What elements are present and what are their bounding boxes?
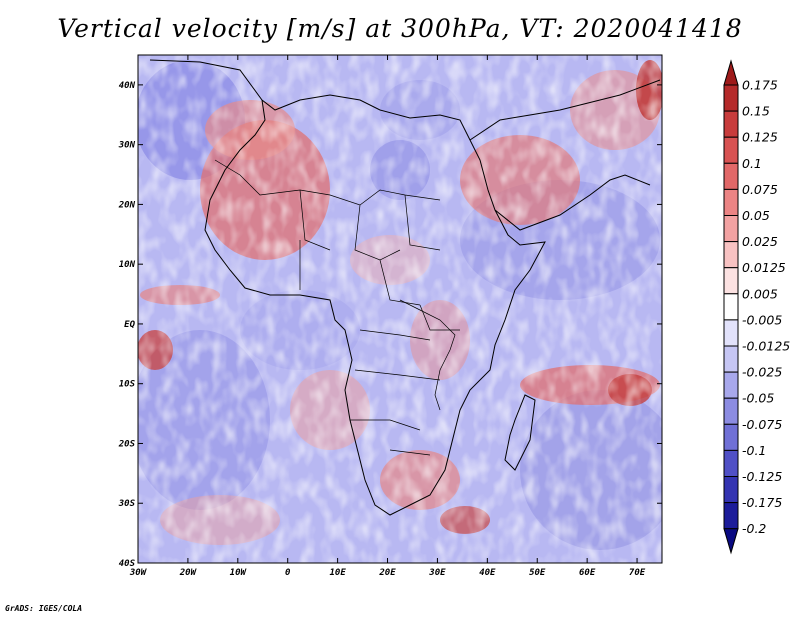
lon-tick-label: 60E — [579, 568, 596, 578]
colorbar-segment — [723, 241, 739, 269]
lon-tick-label: 0 — [285, 568, 291, 578]
colorbar-segment — [723, 319, 739, 347]
lon-tick-label: 20E — [378, 568, 396, 578]
longitude-ticks: 30W 20W 10W 0 10E 20E 30E 40E 50E 60E 70E — [129, 55, 646, 578]
madagascar-coastline — [504, 394, 536, 471]
lat-tick-label: 20S — [118, 439, 136, 449]
colorbar-segment — [723, 162, 739, 190]
colorbar-segment — [723, 371, 739, 399]
lon-tick-label: 70E — [629, 568, 646, 578]
colorbar-segment — [723, 293, 739, 321]
africa-coastline — [149, 59, 546, 516]
colorbar-label: 0.175 — [742, 78, 778, 93]
colorbar-label: -0.125 — [742, 469, 782, 484]
colorbar-bottom-arrow — [723, 528, 739, 555]
lat-tick-label: 10S — [119, 380, 136, 390]
colorbar-segment — [723, 449, 739, 477]
map-frame — [137, 54, 663, 564]
colorbar-segment — [723, 267, 739, 295]
colorbar-label: 0.15 — [742, 104, 770, 119]
coastlines — [149, 59, 661, 516]
lon-tick-label: 40E — [479, 568, 496, 578]
colorbar-label: 0.1 — [742, 156, 762, 171]
lat-tick-label: 10N — [119, 260, 136, 270]
lon-tick-label: 10E — [329, 568, 346, 578]
colorbar-label: -0.025 — [742, 365, 782, 380]
colorbar-label: -0.075 — [742, 417, 782, 432]
colorbar-label: 0.05 — [742, 208, 770, 223]
colorbar-segment — [723, 110, 739, 138]
lon-tick-label: 20W — [179, 568, 198, 578]
lat-tick-label: 30S — [118, 499, 136, 509]
colorbar-label: -0.175 — [742, 495, 782, 510]
asia-coastline — [469, 79, 661, 141]
colorbar-segment — [723, 502, 739, 530]
colorbar-segment — [723, 188, 739, 216]
grads-credit: GrADS: IGES/COLA — [5, 604, 83, 613]
colorbar-segment — [723, 215, 739, 243]
colorbar: 0.175 0.15 0.125 0.1 0.075 0.05 0.025 0.0125 0.0… — [723, 59, 790, 555]
lat-tick-label: 30N — [118, 141, 136, 151]
lon-tick-label: 10W — [230, 568, 248, 578]
colorbar-segment — [723, 136, 739, 164]
colorbar-label: -0.0125 — [742, 339, 790, 354]
colorbar-segment — [723, 84, 739, 112]
lat-tick-label: EQ — [124, 320, 135, 330]
colorbar-label: 0.125 — [742, 130, 778, 145]
lat-tick-label: 20N — [118, 200, 136, 210]
lon-tick-label: 30W — [129, 568, 148, 578]
lat-tick-label: 40N — [119, 81, 136, 91]
lat-tick-label: 40S — [119, 559, 136, 569]
colorbar-label: -0.005 — [742, 312, 782, 327]
latitude-ticks: 40N 30N 20N 10N EQ 10S 20S 30S 40S — [118, 81, 662, 569]
lon-tick-label: 30E — [428, 568, 446, 578]
velocity-field — [138, 55, 662, 563]
colorbar-label: -0.05 — [742, 391, 774, 406]
colorbar-label: 0.0125 — [742, 260, 786, 275]
colorbar-segment — [723, 476, 739, 504]
colorbar-segment — [723, 423, 739, 451]
colorbar-segment — [723, 397, 739, 425]
colorbar-label: -0.2 — [742, 521, 766, 536]
colorbar-label: 0.025 — [742, 234, 778, 249]
rift-lakes — [399, 299, 456, 411]
map-plot-area — [137, 54, 663, 564]
colorbar-top-arrow — [723, 59, 739, 86]
colorbar-label: 0.005 — [742, 286, 778, 301]
colorbar-label: -0.1 — [742, 443, 766, 458]
chart-title: Vertical velocity [m/s] at 300hPa, VT: 2… — [57, 14, 743, 43]
colorbar-segment — [723, 345, 739, 373]
country-borders — [214, 159, 460, 456]
lon-tick-label: 50E — [529, 568, 546, 578]
colorbar-label: 0.075 — [742, 182, 778, 197]
arabia-coastline — [494, 174, 651, 231]
